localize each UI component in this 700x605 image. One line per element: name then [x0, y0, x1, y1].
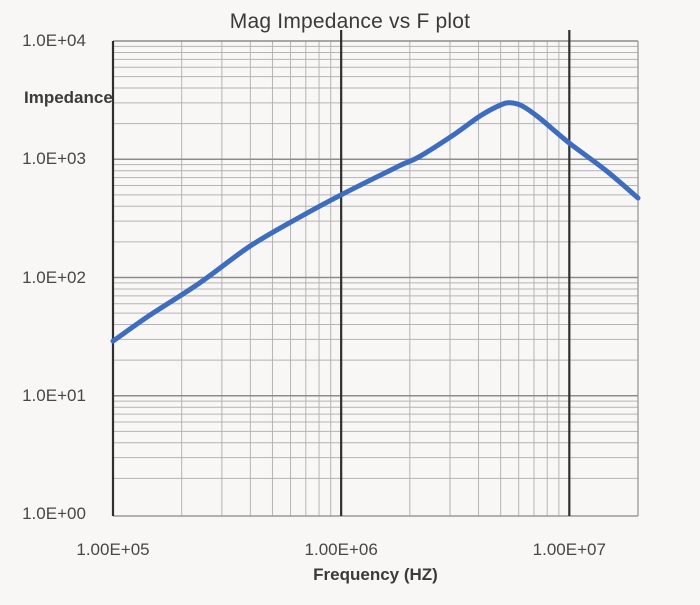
y-axis-title: Impedance	[24, 88, 113, 107]
impedance-curve	[110, 100, 641, 344]
x-tick-label: 1.00E+05	[76, 540, 150, 559]
y-tick-label: 1.0E+01	[22, 385, 86, 405]
chart-title: Mag Impedance vs F plot	[229, 10, 471, 33]
y-tick-label: 1.0E+04	[22, 31, 86, 50]
y-tick-label: 1.0E+00	[22, 504, 86, 523]
x-tick-label: 1.00E+07	[532, 540, 606, 559]
x-tick-label: 1.00E+06	[304, 540, 378, 559]
y-tick-label: 1.0E+02	[22, 267, 86, 287]
x-axis-title: Frequency (HZ)	[313, 565, 438, 584]
y-tick-label: 1.0E+03	[22, 149, 86, 169]
